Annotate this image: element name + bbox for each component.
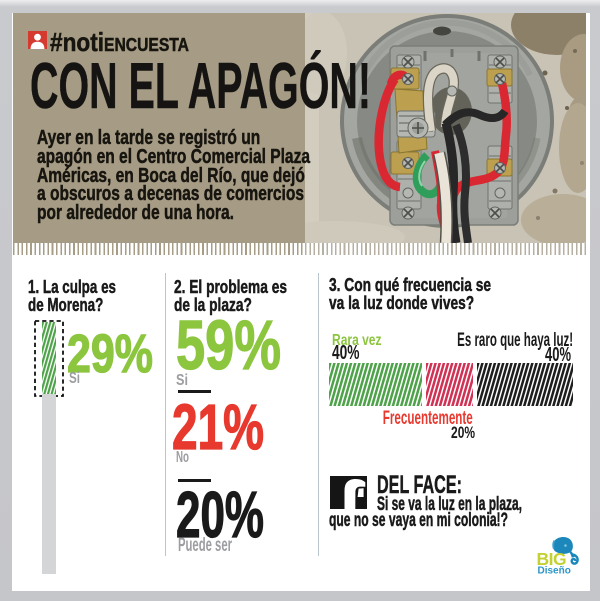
svg-text:BIG: BIG	[537, 549, 567, 569]
svg-text:Diseño: Diseño	[538, 566, 571, 577]
